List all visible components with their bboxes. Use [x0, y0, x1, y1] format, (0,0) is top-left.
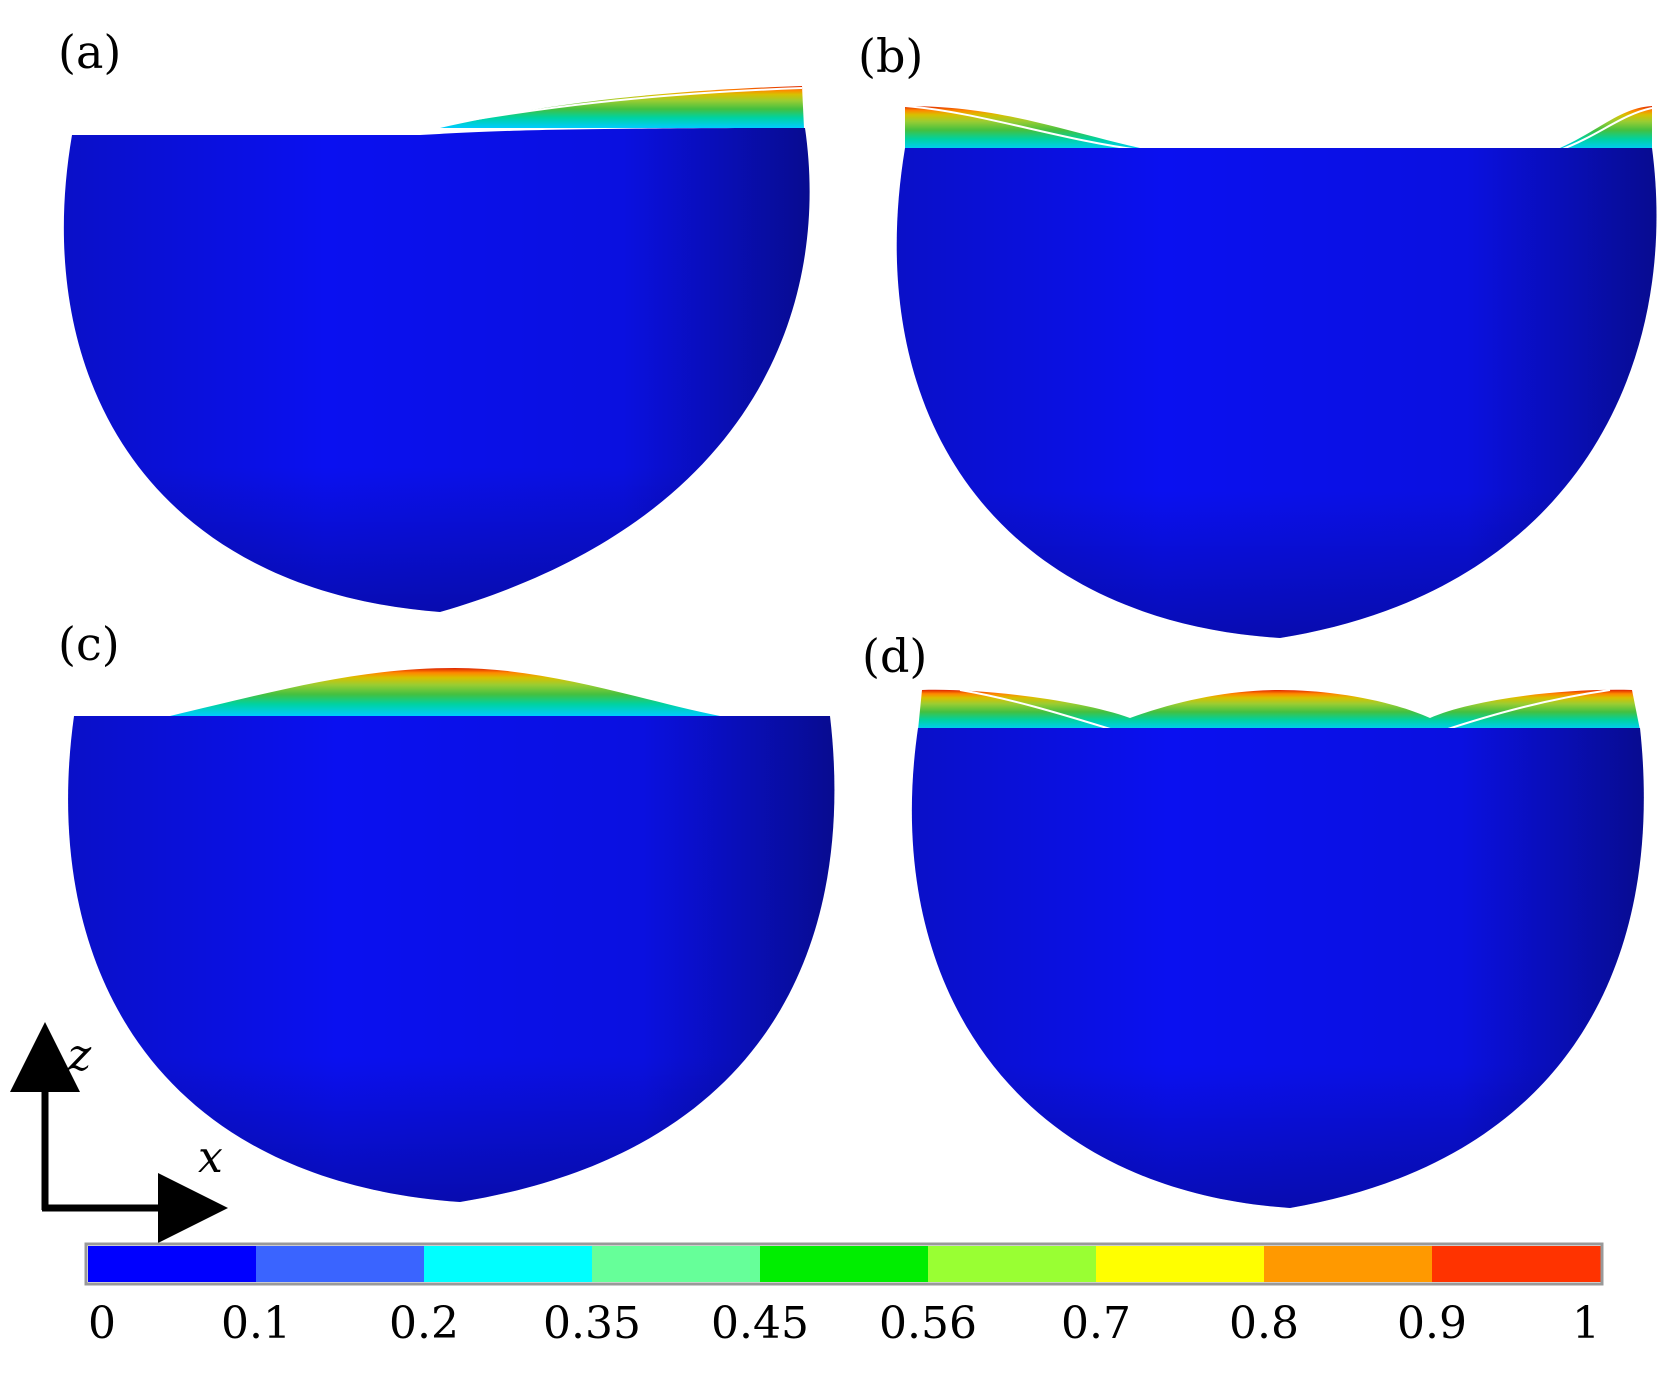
axes-indicator: z x	[10, 1022, 228, 1243]
panel-a-shade	[63, 128, 810, 612]
panel-c: (c)	[58, 617, 835, 1202]
colorbar-tick-label: 0	[88, 1298, 116, 1349]
colorbar-tick-label: 0.7	[1061, 1298, 1131, 1349]
colorbar-frame	[84, 1242, 1604, 1286]
colorbar-tick-label: 0.1	[221, 1298, 291, 1349]
panel-d-shade	[911, 728, 1644, 1208]
colorbar-segment	[1264, 1246, 1433, 1282]
panel-c-label: (c)	[58, 617, 120, 671]
colorbar-tick-label: 0.2	[389, 1298, 459, 1349]
colorbar-tick-label: 0.9	[1397, 1298, 1467, 1349]
colorbar-segment	[256, 1246, 425, 1282]
panel-c-shade	[68, 716, 835, 1202]
panel-c-wave-cap	[170, 668, 720, 716]
panel-b-shade	[896, 148, 1657, 638]
colorbar-segment	[928, 1246, 1097, 1282]
panel-b-wave-edge	[904, 105, 1653, 151]
panel-b-wave-cap	[905, 106, 1652, 150]
colorbar-segment	[424, 1246, 593, 1282]
colorbar-tick-label: 0.56	[879, 1298, 977, 1349]
colorbar: 0 0.1 0.2 0.35 0.45 0.56 0.7 0.8 0.9 1	[84, 1242, 1604, 1349]
x-axis-label: x	[198, 1132, 223, 1183]
panel-a-wave-cap	[440, 86, 804, 128]
colorbar-tick-label: 0.35	[543, 1298, 641, 1349]
colorbar-tick-label: 0.45	[711, 1298, 809, 1349]
panel-b-label: (b)	[858, 29, 923, 83]
z-axis-label: z	[67, 1030, 92, 1081]
colorbar-tick-label: 1	[1572, 1298, 1600, 1349]
panel-d: (d)	[862, 629, 1644, 1208]
colorbar-segment	[1096, 1246, 1265, 1282]
colorbar-segment	[760, 1246, 929, 1282]
colorbar-segment	[1432, 1246, 1601, 1282]
panel-a-wave-edge	[439, 87, 803, 126]
colorbar-segment	[88, 1246, 257, 1282]
panel-a-label: (a)	[58, 25, 121, 79]
panel-d-label: (d)	[862, 629, 927, 683]
panel-d-wave-cap	[918, 689, 1640, 730]
panel-b: (b)	[858, 29, 1657, 638]
colorbar-segment	[592, 1246, 761, 1282]
colorbar-tick-label: 0.8	[1229, 1298, 1299, 1349]
panel-a: (a)	[58, 25, 810, 612]
